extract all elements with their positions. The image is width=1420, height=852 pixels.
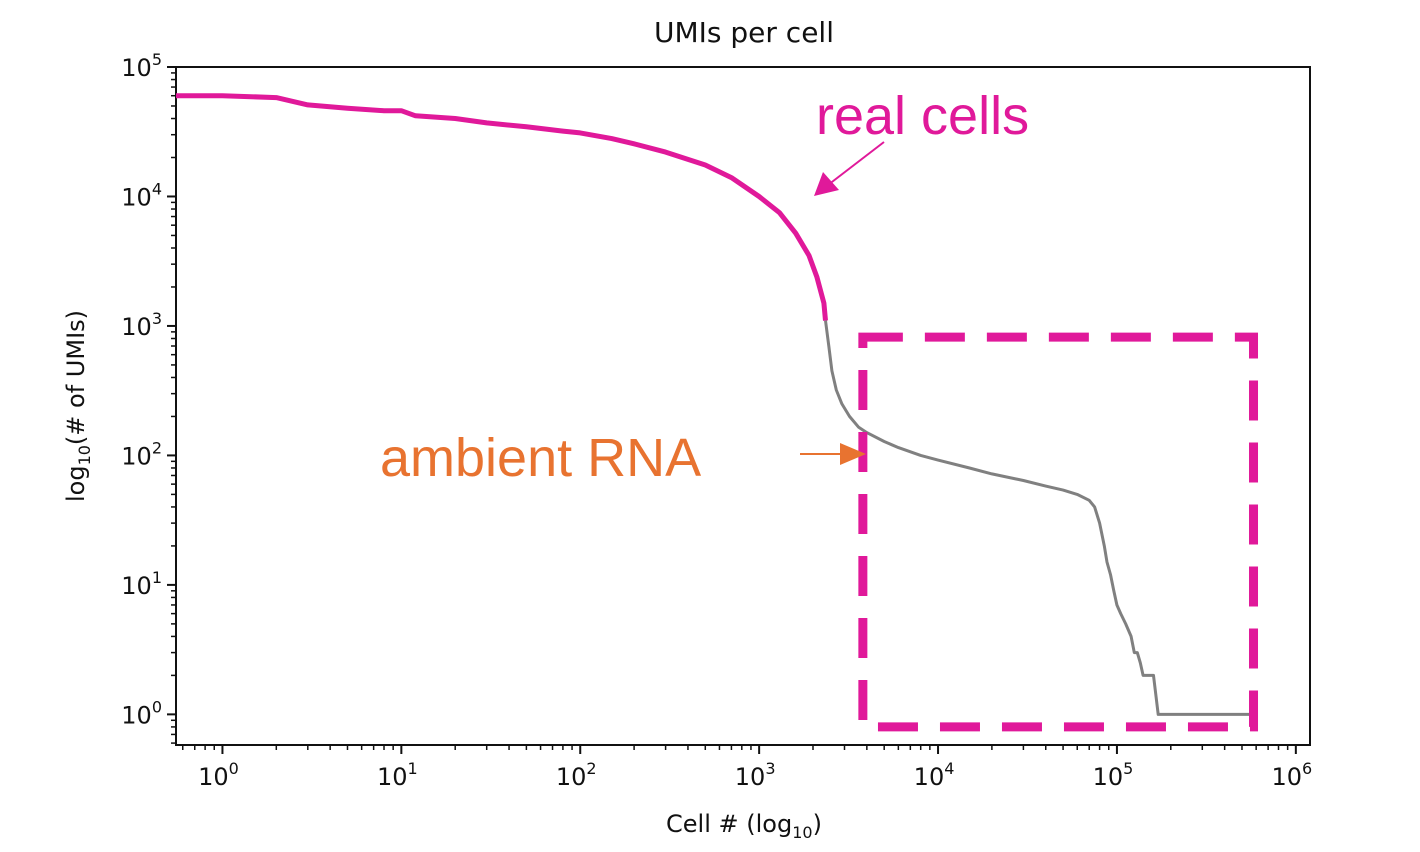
x-tick-label: 104 — [914, 759, 955, 791]
x-tick-label: 101 — [377, 759, 418, 791]
plot-area — [175, 66, 1311, 746]
x-tick-label: 105 — [1093, 759, 1134, 791]
series-layer — [176, 93, 1251, 716]
x-tick-label: 106 — [1271, 759, 1312, 791]
x-axis-ticks: 100 101 102 103 104 105 106 — [198, 745, 1312, 791]
x-tick-label: 100 — [198, 759, 239, 791]
y-axis-label: log10(# of UMIs) — [62, 310, 94, 502]
x-tick-label: 102 — [556, 759, 597, 791]
y-tick-label: 100 — [121, 697, 162, 729]
x-axis-label: Cell # (log10) — [666, 810, 822, 842]
y-tick-label: 104 — [121, 179, 162, 211]
ambient-rna-annotation: ambient RNA — [380, 428, 866, 488]
ambient-rna-arrow-head — [840, 443, 866, 465]
series-line-1 — [824, 320, 1251, 716]
ambient-rna-label: ambient RNA — [380, 428, 701, 488]
y-tick-label: 105 — [121, 50, 162, 82]
plot-frame — [175, 66, 1311, 746]
chart-title: UMIs per cell — [654, 16, 834, 49]
x-tick-label: 103 — [735, 759, 776, 791]
series-line-0 — [176, 93, 828, 321]
real-cells-annotation: real cells — [814, 86, 1029, 196]
y-minor-ticks — [171, 72, 176, 744]
y-tick-label: 101 — [121, 568, 162, 600]
real-cells-arrow-head — [814, 172, 839, 196]
real-cells-arrow-shaft — [827, 141, 885, 186]
y-tick-label: 102 — [121, 438, 162, 470]
real-cells-label: real cells — [816, 86, 1029, 146]
ambient-highlight-box — [858, 332, 1259, 732]
x-minor-ticks — [182, 745, 1289, 750]
y-tick-label: 103 — [121, 309, 162, 341]
y-axis-ticks: 100 101 102 103 104 105 — [121, 50, 176, 729]
